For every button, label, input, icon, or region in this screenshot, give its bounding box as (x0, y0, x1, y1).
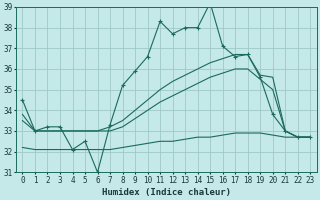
X-axis label: Humidex (Indice chaleur): Humidex (Indice chaleur) (102, 188, 231, 197)
